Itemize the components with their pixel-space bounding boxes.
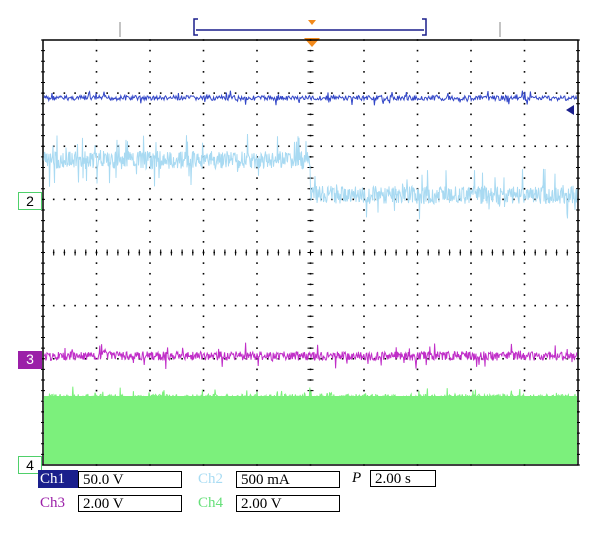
ch3-scale[interactable]: 2.00 V <box>78 494 182 512</box>
ch4-marker[interactable]: 4 <box>18 456 42 474</box>
ch1-label: Ch1 <box>38 470 78 488</box>
ch4-trace <box>43 386 577 464</box>
timebase-label: P <box>352 470 362 486</box>
ch3-marker[interactable]: 3 <box>18 351 42 369</box>
ch1-reference-icon <box>566 105 574 115</box>
ch2-marker-label: 2 <box>26 193 34 209</box>
ch1-scale[interactable]: 50.0 V <box>78 470 182 488</box>
timebase-readout: P 2.00 s <box>352 470 436 487</box>
timebase-value[interactable]: 2.00 s <box>370 470 436 487</box>
ch2-marker[interactable]: 2 <box>18 192 42 210</box>
ch1-readout: Ch1 50.0 V <box>38 470 182 488</box>
view-position-icon <box>308 20 316 25</box>
ch4-marker-label: 4 <box>26 457 34 473</box>
ch2-readout: Ch2 500 mA <box>196 470 340 488</box>
ch2-trace <box>43 133 578 220</box>
ch3-marker-label: 3 <box>26 351 34 367</box>
ch3-trace <box>43 342 578 370</box>
ch2-label: Ch2 <box>198 471 224 487</box>
ch3-readout: Ch3 2.00 V <box>38 494 182 512</box>
ch4-scale[interactable]: 2.00 V <box>236 494 340 512</box>
record-view-indicator <box>119 18 501 37</box>
ch2-scale[interactable]: 500 mA <box>236 470 340 488</box>
ch1-trace <box>43 90 578 106</box>
ch4-readout: Ch4 2.00 V <box>196 494 340 512</box>
ch4-label: Ch4 <box>198 495 224 511</box>
ch3-label: Ch3 <box>40 495 66 511</box>
